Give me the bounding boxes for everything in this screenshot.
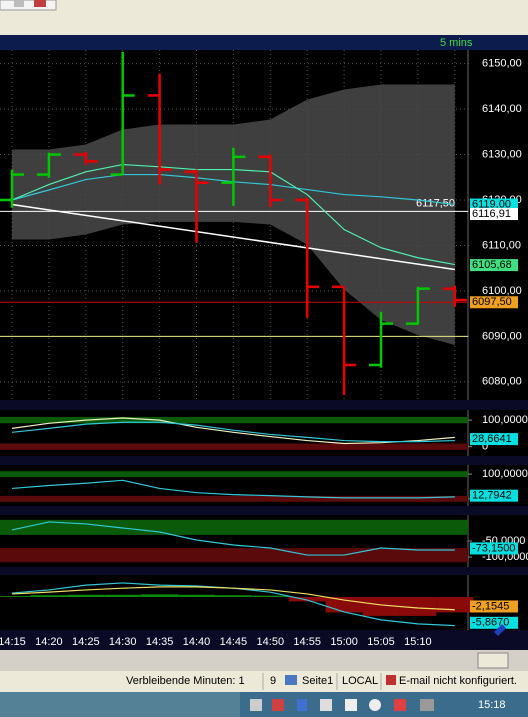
mail-icon bbox=[386, 675, 396, 685]
indicator-line bbox=[11, 417, 455, 445]
histogram-bar bbox=[30, 595, 68, 597]
tray-icon[interactable] bbox=[250, 699, 262, 711]
scrollbar[interactable] bbox=[0, 650, 528, 671]
histogram-bar bbox=[214, 595, 252, 597]
x-tick-label: 14:15 bbox=[0, 636, 26, 648]
zone bbox=[0, 548, 468, 563]
x-tick-label: 15:00 bbox=[330, 636, 358, 648]
toolbar-icon[interactable] bbox=[34, 0, 46, 7]
zone bbox=[0, 495, 468, 502]
histogram-bar bbox=[288, 597, 326, 602]
price-marker bbox=[470, 198, 518, 211]
histogram-bar bbox=[0, 596, 31, 597]
price-marker-label: 6097,50 bbox=[472, 296, 512, 308]
interval-label: 5 mins bbox=[440, 37, 473, 49]
histogram-bar bbox=[362, 597, 400, 616]
indicator-line bbox=[11, 521, 455, 556]
price-marker-label: 6119,00 bbox=[472, 198, 511, 210]
y-tick-label: 100,0000 bbox=[482, 468, 528, 480]
tray-icon[interactable] bbox=[272, 699, 284, 711]
x-tick-label: 14:30 bbox=[109, 636, 137, 648]
price-marker bbox=[470, 600, 518, 613]
price-marker-label: -2,1545 bbox=[472, 600, 509, 612]
x-tick-label: 14:25 bbox=[72, 636, 100, 648]
x-tick-label: 14:20 bbox=[35, 636, 63, 648]
level-label: 6117,50 bbox=[416, 197, 455, 209]
status-text: LOCAL bbox=[342, 675, 378, 687]
tray-icon[interactable] bbox=[297, 699, 307, 711]
clock[interactable]: 15:18 bbox=[478, 699, 506, 711]
tray-icon[interactable] bbox=[320, 699, 332, 711]
zone bbox=[0, 471, 468, 478]
status-text: Verbleibende Minuten: 1 bbox=[126, 675, 245, 687]
zone bbox=[0, 519, 468, 535]
y-tick-label: 6100,00 bbox=[482, 285, 522, 297]
y-tick-label: 6130,00 bbox=[482, 148, 522, 160]
status-text: Seite1 bbox=[302, 675, 333, 687]
price-marker bbox=[470, 433, 518, 446]
x-tick-label: 14:35 bbox=[146, 636, 174, 648]
y-tick-label: 6080,00 bbox=[482, 376, 522, 388]
histogram-bar bbox=[178, 594, 215, 597]
tray-icon[interactable] bbox=[394, 699, 406, 711]
price-marker-label: 6105,68 bbox=[472, 259, 512, 271]
price-marker-label: 12,7942 bbox=[472, 490, 512, 502]
trend-line bbox=[11, 203, 455, 271]
price-marker bbox=[470, 542, 518, 555]
x-tick-label: 14:45 bbox=[220, 636, 248, 648]
histogram-bar bbox=[104, 594, 142, 597]
x-tick-label: 15:10 bbox=[404, 636, 432, 648]
zone bbox=[0, 416, 468, 424]
y-tick-label: 6090,00 bbox=[482, 330, 522, 342]
chart-header bbox=[0, 35, 528, 50]
x-tick-label: 14:40 bbox=[183, 636, 211, 648]
price-marker-label: -5,8670 bbox=[472, 617, 509, 629]
price-marker-label: 6116,91 bbox=[472, 208, 511, 220]
histogram-bar bbox=[399, 597, 437, 616]
status-text: E-mail nicht konfiguriert. bbox=[399, 675, 517, 687]
x-tick-label: 14:50 bbox=[257, 636, 285, 648]
price-marker bbox=[470, 208, 518, 221]
price-marker bbox=[470, 489, 518, 502]
y-tick-label: 6110,00 bbox=[482, 239, 521, 251]
zone bbox=[0, 443, 468, 450]
histogram-bar bbox=[67, 594, 105, 597]
toolbar-icon[interactable] bbox=[14, 0, 24, 7]
toolbar bbox=[0, 0, 528, 35]
page-icon bbox=[285, 675, 297, 685]
tray-icon[interactable] bbox=[345, 699, 357, 711]
price-marker-label: 28,6641 bbox=[472, 433, 512, 445]
status-text: 9 bbox=[270, 675, 276, 687]
price-marker bbox=[470, 616, 518, 629]
indicator-line bbox=[11, 479, 455, 499]
price-marker-label: -73,1500 bbox=[472, 542, 515, 554]
y-tick-label: 6140,00 bbox=[482, 103, 522, 115]
indicator-line bbox=[11, 421, 455, 443]
price-marker bbox=[470, 259, 518, 272]
price-marker bbox=[470, 296, 518, 309]
tray-icon[interactable] bbox=[420, 699, 434, 711]
histogram-bar bbox=[436, 597, 474, 613]
scroll-thumb[interactable] bbox=[477, 652, 509, 669]
histogram-bar bbox=[325, 597, 363, 613]
y-tick-label: 100,0000 bbox=[482, 414, 528, 426]
charts: 6080,006090,006100,006110,006120,006130,… bbox=[0, 50, 528, 648]
y-tick-label: 0 bbox=[482, 441, 488, 453]
y-tick-label: 6150,00 bbox=[482, 58, 522, 70]
tray-icon[interactable] bbox=[369, 699, 381, 711]
x-tick-label: 15:05 bbox=[367, 636, 395, 648]
indicator-line bbox=[11, 586, 455, 611]
pen-icon[interactable] bbox=[494, 624, 506, 636]
x-tick-label: 14:55 bbox=[293, 636, 321, 648]
histogram-bar bbox=[251, 595, 289, 597]
taskbar-glass bbox=[0, 692, 240, 717]
toolbar-buttons[interactable] bbox=[0, 0, 57, 11]
histogram-bar bbox=[141, 594, 179, 597]
